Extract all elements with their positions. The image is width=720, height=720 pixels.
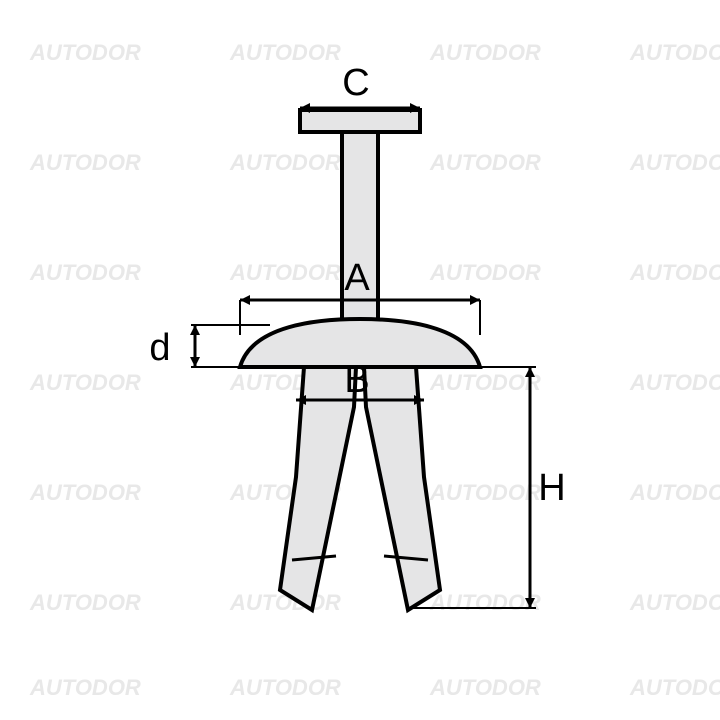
watermark-text: AUTODOR: [629, 40, 720, 65]
watermark-text: AUTODOR: [629, 480, 720, 505]
watermark-text: AUTODOR: [629, 590, 720, 615]
watermark-text: AUTODOR: [29, 150, 141, 175]
clip-diagram: AUTODOR AUTODOR AUTODOR AUTODOR AUTODOR AUTOD…: [0, 0, 720, 720]
watermark-text: AUTODOR: [429, 480, 541, 505]
H-label: H: [538, 467, 565, 509]
watermark-text: AUTODOR: [29, 590, 141, 615]
watermark-text: AUTODOR: [229, 40, 341, 65]
watermark-text: AUTODOR: [29, 370, 141, 395]
watermark-text: AUTODOR: [229, 675, 341, 700]
watermark-text: AUTODOR: [429, 260, 541, 285]
d-label: d: [149, 327, 170, 369]
C-label: C: [342, 62, 369, 104]
watermark-text: AUTODOR: [229, 260, 341, 285]
watermark-text: AUTODOR: [29, 480, 141, 505]
watermark-text: AUTODOR: [629, 675, 720, 700]
watermark-text: AUTODOR: [429, 150, 541, 175]
watermark-text: AUTODOR: [429, 590, 541, 615]
watermark-text: AUTODOR: [429, 370, 541, 395]
watermark-text: AUTODOR: [629, 150, 720, 175]
top-cap: [300, 110, 420, 132]
right-leg: [364, 367, 440, 610]
B-label: B: [344, 359, 369, 401]
watermark-text: AUTODOR: [629, 260, 720, 285]
A-label: A: [344, 257, 370, 299]
watermark-text: AUTODOR: [429, 675, 541, 700]
watermark-text: AUTODOR: [429, 40, 541, 65]
watermark-text: AUTODOR: [629, 370, 720, 395]
watermark-text: AUTODOR: [29, 260, 141, 285]
watermark-text: AUTODOR: [229, 150, 341, 175]
watermark-text: AUTODOR: [29, 40, 141, 65]
watermark-text: AUTODOR: [29, 675, 141, 700]
